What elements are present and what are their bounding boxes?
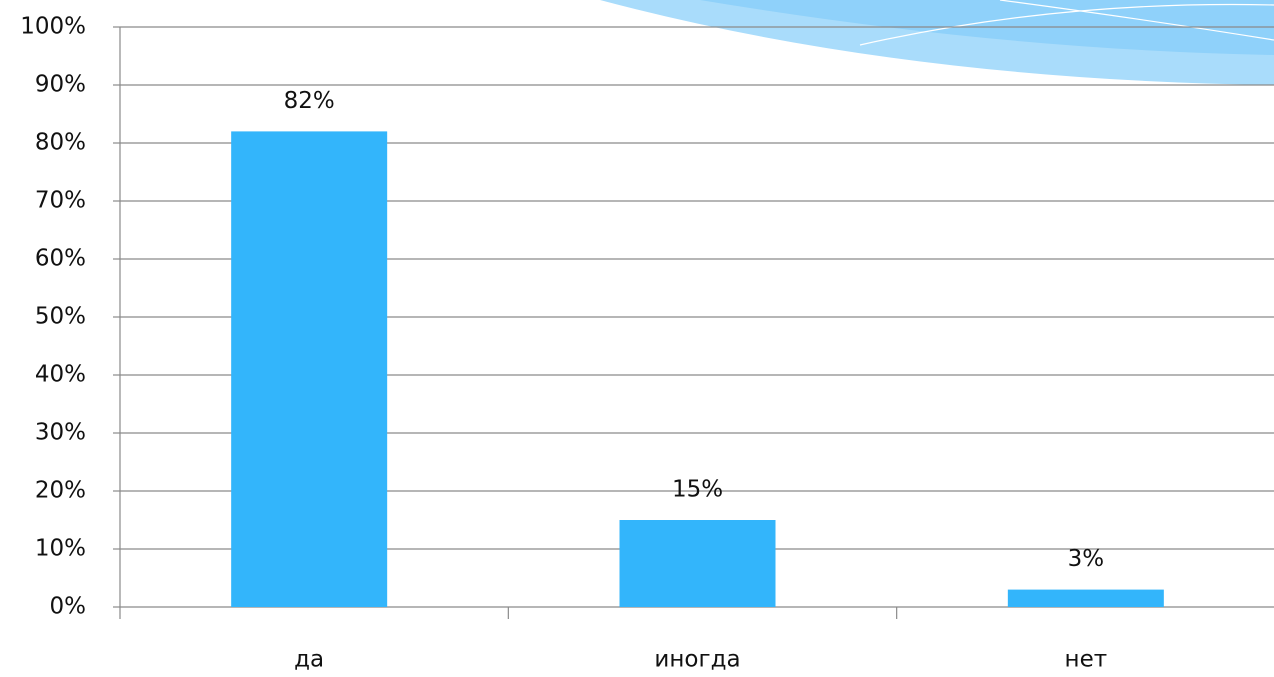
value-label: 82% [284,88,335,114]
value-label: 15% [672,477,723,503]
y-tick-label: 60% [35,246,86,272]
x-tick-label: иногда [654,647,740,673]
x-tick-label: нет [1065,647,1108,673]
bar [231,131,388,607]
bar [1007,589,1164,607]
value-label: 3% [1068,546,1105,572]
y-tick-label: 100% [20,14,86,40]
y-tick-label: 70% [35,188,86,214]
x-tick-label: да [294,647,324,673]
decor-line [859,3,1274,46]
y-tick-label: 40% [35,362,86,388]
y-tick-label: 90% [35,72,86,98]
y-tick-label: 10% [35,536,86,562]
y-tick-label: 0% [50,594,87,620]
y-tick-label: 20% [35,478,86,504]
y-tick-label: 80% [35,130,86,156]
bar [619,520,776,607]
y-tick-label: 50% [35,304,86,330]
y-tick-label: 30% [35,420,86,446]
decoration [600,0,1274,85]
decor-line [999,0,1274,41]
